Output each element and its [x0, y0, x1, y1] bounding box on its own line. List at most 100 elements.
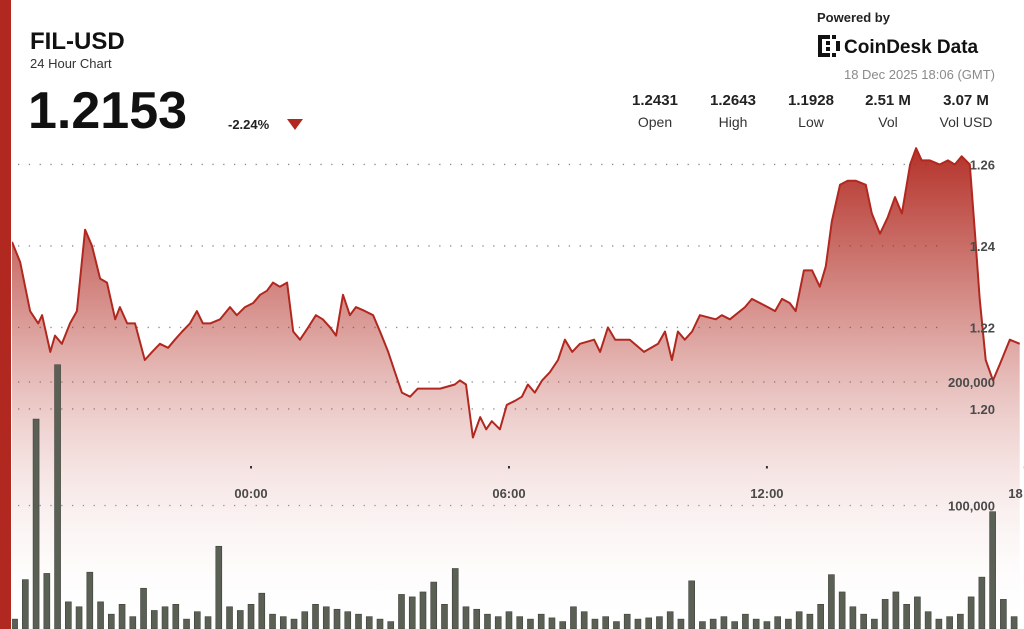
- stat-label: Low: [798, 114, 825, 130]
- volume-bar: [656, 616, 663, 629]
- y-tick-label: 100,000: [948, 499, 995, 514]
- stat-value: 1.2643: [710, 92, 756, 109]
- volume-bar: [430, 581, 438, 629]
- volume-bar: [65, 601, 72, 629]
- volume-bar: [699, 621, 706, 629]
- y-tick-label: 1.26: [970, 157, 995, 172]
- volume-bar: [12, 618, 18, 629]
- volume-bar: [419, 591, 427, 629]
- volume-bar: [301, 611, 309, 629]
- volume-bar: [978, 576, 986, 629]
- volume-bar: [75, 606, 83, 629]
- volume-bar: [989, 511, 996, 629]
- volume-bar: [204, 616, 212, 629]
- volume-bar: [441, 604, 448, 629]
- volume-bar: [172, 604, 180, 629]
- volume-bar: [183, 618, 190, 629]
- subtitle: 24 Hour Chart: [30, 56, 112, 71]
- volume-bar: [935, 618, 943, 629]
- price-change: -2.24%: [228, 117, 270, 132]
- volume-bar: [387, 621, 395, 629]
- volume-bar: [967, 596, 975, 629]
- accent-bar: [0, 0, 11, 629]
- line-layer: [12, 147, 1021, 439]
- volume-bar: [903, 604, 910, 629]
- timestamp: 18 Dec 2025 18:06 (GMT): [844, 67, 995, 82]
- volume-bar: [505, 611, 513, 629]
- volume-bar: [806, 613, 814, 629]
- axis-labels: 1.20 1.22 1.24 1.26 00:00 06:00 12:00 18:00 200,…: [234, 157, 1024, 514]
- volume-bar: [398, 594, 405, 629]
- volume-bar: [161, 606, 169, 629]
- stat-value: 1.1928: [788, 92, 834, 109]
- stats: 1.2431 Open 1.2643 High 1.1928 Low 2.51 M Vol 3.…: [632, 92, 992, 130]
- volume-bar: [118, 604, 126, 629]
- volume-bar: [1000, 599, 1007, 629]
- volume-bar: [344, 611, 352, 629]
- volume-bar: [290, 618, 298, 629]
- x-tick-label: 18:00: [1008, 486, 1024, 501]
- brand-logo: [818, 35, 840, 57]
- x-tick-label: 12:00: [750, 486, 783, 501]
- volume-bar: [731, 621, 738, 629]
- stat-label: Vol: [878, 114, 897, 130]
- volume-bar: [247, 604, 255, 629]
- volume-bar: [613, 621, 620, 629]
- volume-bar: [226, 606, 233, 629]
- volume-bar: [108, 613, 115, 629]
- volume-bar: [688, 580, 695, 629]
- volume-bar: [559, 621, 567, 629]
- volume-bar: [881, 599, 889, 629]
- symbol: FIL-USD: [30, 28, 125, 55]
- x-tick-label: 06:00: [492, 486, 525, 501]
- stat-label: High: [719, 114, 748, 130]
- volume-bar: [236, 610, 244, 629]
- x-tick-label: 00:00: [234, 486, 267, 501]
- volume-bar: [828, 574, 835, 629]
- volume-bar: [849, 606, 857, 629]
- volume-bar: [269, 613, 276, 629]
- volume-bar: [150, 610, 158, 629]
- volume-bar: [591, 618, 599, 629]
- y-tick-label: 1.20: [970, 402, 995, 417]
- price-line: [12, 147, 1021, 439]
- area-fill: [12, 148, 1020, 629]
- volume-bar: [215, 545, 223, 629]
- volume-bar: [376, 618, 384, 629]
- stat-label: Vol USD: [940, 114, 993, 130]
- header: FIL-USD 24 Hour Chart 1.2153 -2.24% 1.24…: [28, 10, 995, 140]
- brand-name: CoinDesk Data: [844, 37, 979, 58]
- volume-bar: [634, 618, 642, 629]
- volume-bar: [785, 618, 792, 629]
- volume-bar: [838, 591, 846, 629]
- y-tick-label: 200,000: [948, 375, 995, 390]
- volume-bar: [795, 611, 803, 629]
- volume-bar: [742, 613, 749, 629]
- y-tick-label: 1.24: [970, 239, 996, 254]
- volume-bar: [333, 608, 341, 629]
- y-tick-label: 1.22: [970, 320, 995, 335]
- volume-bar: [570, 606, 577, 629]
- volume-bar: [140, 587, 147, 629]
- volume-bar: [537, 613, 545, 629]
- volume-bar: [720, 616, 728, 629]
- stat-value: 3.07 M: [943, 92, 989, 109]
- volume-bar: [871, 618, 878, 629]
- volume-bar: [645, 617, 652, 629]
- volume-bar: [1010, 616, 1018, 629]
- volume-bar: [892, 591, 900, 629]
- volume-bar: [548, 617, 556, 629]
- volume-bar: [312, 604, 319, 629]
- volume-bar: [484, 613, 491, 629]
- volume-bar: [860, 613, 867, 629]
- down-arrow: [287, 119, 303, 130]
- volume-bar: [97, 601, 104, 629]
- volume-bar: [677, 618, 685, 629]
- volume-bar: [279, 616, 287, 629]
- volume-bar: [451, 568, 459, 629]
- volume-bar: [527, 618, 534, 629]
- volume-bar: [258, 592, 266, 629]
- volume-bar: [623, 613, 631, 629]
- volume-layer: [12, 364, 1018, 629]
- volume-bar: [666, 611, 674, 629]
